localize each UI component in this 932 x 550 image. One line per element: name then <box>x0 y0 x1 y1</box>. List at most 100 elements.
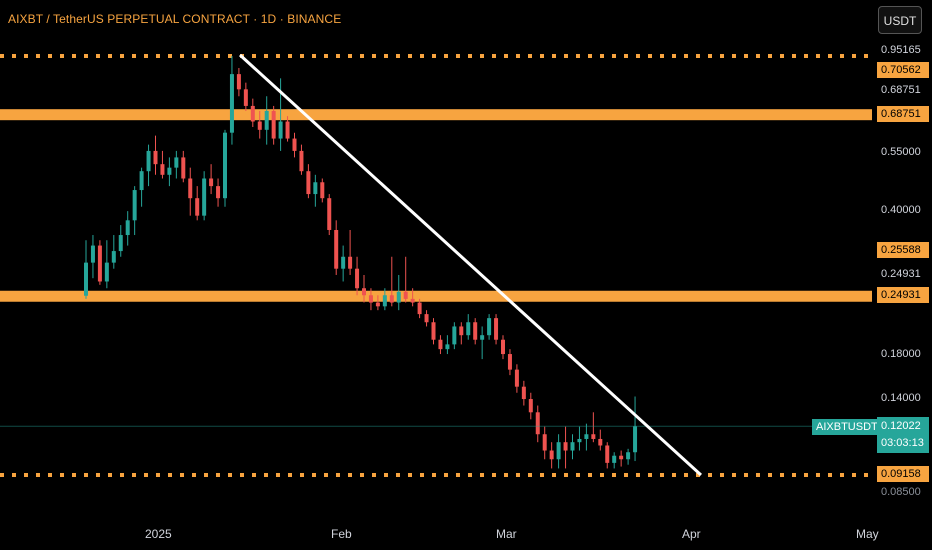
candle-body <box>375 302 380 307</box>
candle-body <box>278 121 283 139</box>
candle-body <box>473 322 478 340</box>
candle <box>125 211 130 246</box>
candle-body <box>139 171 144 191</box>
candle-body <box>619 455 624 460</box>
candle-body <box>348 256 353 269</box>
candle-body <box>285 121 290 139</box>
candle <box>563 426 568 469</box>
current-price-value: 0.12022 <box>881 420 921 432</box>
candle-body <box>97 245 102 282</box>
candle-body <box>153 150 158 165</box>
candle <box>202 171 207 221</box>
candle-body <box>577 438 582 443</box>
candle-body <box>417 302 422 315</box>
candle <box>139 167 144 207</box>
candle-body <box>605 445 610 463</box>
candle <box>306 164 311 199</box>
candle-body <box>209 178 214 187</box>
price-axis-label: 0.09158 <box>877 466 929 482</box>
candle-body <box>306 171 311 195</box>
candle-body <box>167 167 172 175</box>
candle <box>250 98 255 128</box>
candle <box>146 144 151 187</box>
candle-body <box>452 326 457 345</box>
candle <box>591 412 596 443</box>
solid-level-band[interactable] <box>0 109 872 121</box>
candle <box>431 318 436 345</box>
candle <box>167 157 172 187</box>
time-axis-label: May <box>856 527 879 541</box>
candle <box>368 288 373 311</box>
descending-trendline[interactable] <box>238 53 703 477</box>
current-price-badge: 0.12022 03:03:13 <box>877 417 929 453</box>
candle <box>424 310 429 327</box>
candle <box>160 150 165 179</box>
candle-body <box>494 318 499 340</box>
candle-body <box>216 186 221 199</box>
candle <box>362 274 366 303</box>
candle-body <box>528 399 533 413</box>
candle <box>104 240 109 289</box>
candle <box>473 318 478 345</box>
candle <box>209 164 214 195</box>
candle <box>452 322 457 350</box>
price-axis-label: 0.40000 <box>881 204 921 216</box>
candle <box>549 442 554 469</box>
candle-body <box>264 110 269 130</box>
candle <box>257 110 262 139</box>
candle <box>355 256 360 296</box>
time-axis-label: Mar <box>496 527 517 541</box>
candle-body <box>229 74 234 133</box>
candle-body <box>556 442 561 460</box>
candle <box>501 335 505 360</box>
candle <box>577 426 582 451</box>
time-axis-label: Apr <box>682 527 701 541</box>
candle <box>341 245 346 282</box>
candle <box>84 240 88 299</box>
candle <box>507 349 512 376</box>
candle <box>612 452 617 469</box>
candle-body <box>118 235 123 252</box>
candle-body <box>382 295 387 307</box>
candle <box>598 429 603 451</box>
price-axis-label: 0.25588 <box>877 242 929 258</box>
candle <box>271 105 276 145</box>
candle-body <box>584 434 589 439</box>
price-axis-label: 0.24931 <box>877 287 929 303</box>
candle <box>514 364 519 393</box>
candle <box>466 314 471 340</box>
candle <box>535 405 540 443</box>
candle-body <box>341 256 346 269</box>
candle-body <box>334 229 339 269</box>
candle-body <box>362 288 366 296</box>
chart-title: AIXBT / TetherUS PERPETUAL CONTRACT · 1D… <box>8 12 342 26</box>
candle <box>216 178 221 207</box>
currency-button[interactable]: USDT <box>878 6 922 34</box>
candle-body <box>320 182 325 199</box>
candle <box>118 225 123 257</box>
candle <box>403 256 408 303</box>
candle <box>313 174 318 207</box>
candle-body <box>514 369 519 387</box>
solid-level-band[interactable] <box>0 290 872 302</box>
candle-body <box>389 295 394 303</box>
candle <box>542 426 547 460</box>
candlestick-series <box>84 56 638 469</box>
candle-body <box>125 220 130 236</box>
candle-body <box>355 268 360 289</box>
candle-body <box>501 339 505 355</box>
candle-body <box>431 322 436 340</box>
candle <box>111 235 116 269</box>
candle-body <box>181 157 186 179</box>
candle <box>410 288 415 307</box>
candle <box>223 129 227 207</box>
candle-body <box>445 344 450 350</box>
candle-body <box>507 354 512 370</box>
candle-body <box>521 386 526 400</box>
candle <box>521 380 526 406</box>
candle <box>382 288 387 311</box>
candle-body <box>480 335 485 340</box>
candle <box>389 256 394 307</box>
candle-body <box>368 295 373 303</box>
